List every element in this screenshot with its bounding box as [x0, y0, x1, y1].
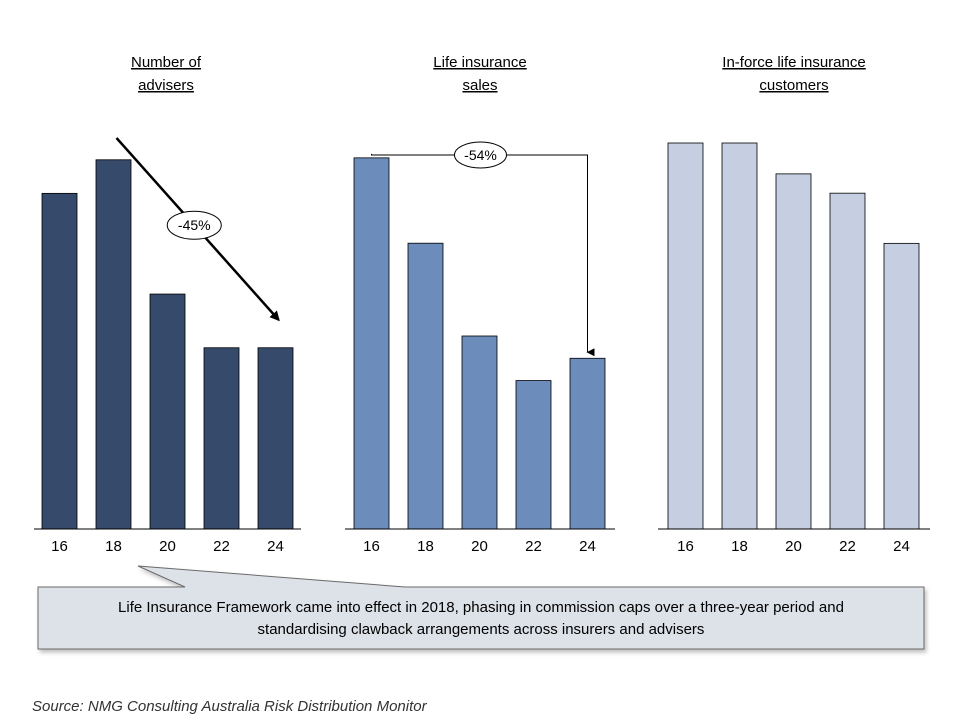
x-tick-label: 18 [417, 538, 434, 555]
callout-line-2: standardising clawback arrangements acro… [257, 621, 705, 638]
bar [407, 242, 444, 530]
x-tick-label: 18 [105, 538, 122, 555]
x-tick-label: 20 [471, 538, 488, 555]
bar [203, 347, 240, 530]
x-tick-label: 16 [677, 538, 694, 555]
x-tick-label: 20 [785, 538, 802, 555]
x-tick-label: 24 [579, 538, 596, 555]
bar [721, 142, 758, 530]
chart-title-line: advisers [138, 77, 194, 94]
chart-panel-3: In-force life insurance customers 16 18 20 22… [658, 54, 930, 555]
chart-title-line: Number of [131, 54, 202, 71]
bar [353, 157, 390, 530]
bar [257, 347, 294, 530]
callout-text: Life Insurance Framework came into effec… [38, 590, 924, 648]
chart-panel-1: Number of advisers 16 18 20 22 24 -45% [34, 54, 301, 555]
bar [461, 335, 498, 530]
x-tick-label: 24 [893, 538, 910, 555]
bar [775, 173, 812, 530]
chart-title-line: In-force life insurance [722, 54, 865, 71]
annotation-label: -45% [178, 217, 211, 233]
x-tick-label: 24 [267, 538, 284, 555]
charts-layer: Number of advisers 16 18 20 22 24 -45% Life insu… [34, 54, 930, 555]
source-note: Source: NMG Consulting Australia Risk Di… [32, 698, 427, 715]
x-tick-label: 20 [159, 538, 176, 555]
x-tick-label: 22 [839, 538, 856, 555]
x-tick-label: 22 [213, 538, 230, 555]
annotation-bubble [166, 210, 222, 240]
callout-line-1: Life Insurance Framework came into effec… [118, 599, 844, 616]
chart-title-line: sales [462, 77, 497, 94]
chart-title-line: Life insurance [433, 54, 526, 71]
bar [883, 242, 920, 530]
bar [829, 192, 866, 530]
bar [149, 293, 186, 530]
x-tick-label: 18 [731, 538, 748, 555]
chart-title-line: customers [759, 77, 828, 94]
callout-box [37, 565, 925, 650]
x-tick-label: 16 [51, 538, 68, 555]
bar [41, 192, 78, 530]
bar [569, 357, 606, 530]
bar [515, 380, 552, 530]
bar [95, 159, 132, 530]
change-bracket-arrow [371, 153, 595, 357]
bar [667, 142, 704, 530]
x-tick-label: 22 [525, 538, 542, 555]
annotation-label: -54% [464, 147, 497, 163]
chart-panel-2: Life insurance sales 16 18 20 22 24 -54% [345, 54, 615, 555]
annotation-bubble [454, 141, 507, 169]
x-tick-label: 16 [363, 538, 380, 555]
